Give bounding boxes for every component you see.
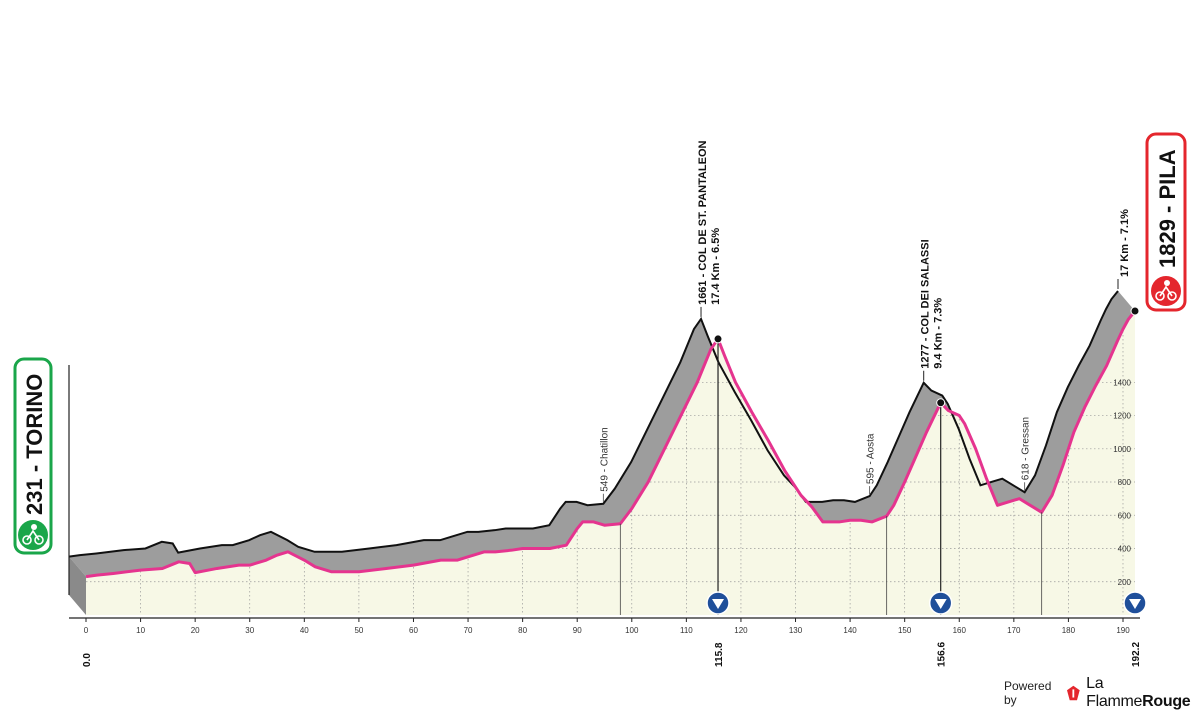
x-tick-label: 90	[573, 626, 582, 635]
km-marker-label: 156.6	[937, 642, 948, 667]
finish-badge: 1829 - PILA	[1145, 132, 1187, 312]
gpm-marker-icon	[706, 591, 730, 615]
x-tick-label: 100	[625, 626, 639, 635]
finish-badge-frame	[1145, 132, 1187, 312]
y-tick-label: 1200	[1113, 412, 1131, 421]
x-tick-label: 180	[1062, 626, 1076, 635]
km-marker-label: 0.0	[82, 653, 93, 667]
start-badge-frame	[13, 357, 53, 555]
flame-logo-icon	[1067, 685, 1081, 701]
x-tick-label: 140	[843, 626, 857, 635]
km-marker-label: 115.8	[714, 642, 725, 667]
x-tick-label: 0	[84, 626, 89, 635]
bike-frame	[26, 529, 40, 541]
place-label: 618 - Gressan	[1021, 417, 1032, 480]
climb-name-label: 1277 - COL DEI SALASSI	[920, 239, 932, 368]
start-badge: 231 - TORINO	[13, 357, 53, 555]
x-tick-label: 190	[1116, 626, 1130, 635]
profile-left-face	[69, 556, 86, 615]
brand-name: La FlammeRouge	[1086, 675, 1200, 711]
start-icon-bg	[18, 520, 48, 550]
climb-stats-label: 17.4 Km - 6.5%	[710, 228, 722, 305]
summit-dot	[713, 334, 723, 344]
bike-rider-head	[31, 524, 37, 530]
y-tick-label: 200	[1118, 578, 1132, 587]
climb-stats-label: 9.4 Km - 7.3%	[933, 298, 945, 369]
start-badge-label: 231 - TORINO	[22, 374, 47, 515]
gpm-arrow	[1129, 599, 1141, 609]
x-tick-label: 150	[898, 626, 912, 635]
brand-light: La Flamme	[1086, 675, 1143, 710]
gpm-marker-icon	[928, 591, 953, 615]
x-tick-label: 170	[1007, 626, 1021, 635]
bike-frame	[1159, 285, 1173, 297]
bike-wheel	[1155, 291, 1165, 301]
x-tick-label: 40	[300, 626, 309, 635]
place-label: 595 - Aosta	[866, 433, 877, 484]
bike-rider-head	[1164, 280, 1170, 286]
powered-by-text: Powered by	[1004, 679, 1052, 707]
y-tick-label: 600	[1118, 511, 1132, 520]
bike-wheel	[34, 535, 44, 545]
gpm-arrow	[712, 599, 725, 609]
x-tick-label: 70	[464, 626, 473, 635]
y-tick-label: 1400	[1113, 378, 1131, 387]
x-tick-label: 80	[518, 626, 527, 635]
x-tick-label: 50	[354, 626, 363, 635]
climb-name-label: 1661 - COL DE ST. PANTALEON	[697, 140, 709, 304]
km-marker-label: 192.2	[1131, 642, 1142, 667]
x-tick-label: 110	[680, 626, 693, 635]
x-tick-label: 60	[409, 626, 418, 635]
summit-dot	[1130, 306, 1140, 316]
place-label: 549 - Chatillon	[599, 427, 610, 491]
bike-wheel	[22, 535, 32, 545]
y-tick-label: 400	[1118, 545, 1132, 554]
climb-stats-label: 17 Km - 7.1%	[1119, 209, 1131, 277]
route-line	[85, 310, 1137, 579]
x-tick-label: 130	[789, 626, 803, 635]
credit-footer: Powered by La FlammeRouge	[1004, 675, 1200, 710]
finish-icon-bg	[1151, 276, 1181, 306]
x-tick-label: 20	[191, 626, 200, 635]
brand-bold: Rouge	[1142, 693, 1191, 710]
y-tick-label: 1000	[1113, 445, 1131, 454]
gpm-arrow	[934, 599, 947, 609]
profile-front-face	[86, 311, 1135, 615]
x-tick-label: 10	[136, 626, 145, 635]
finish-badge-label: 1829 - PILA	[1155, 149, 1180, 268]
x-tick-label: 120	[734, 626, 748, 635]
bike-wheel	[1167, 291, 1177, 301]
profile-shadow-band	[69, 291, 1135, 577]
x-tick-label: 30	[245, 626, 254, 635]
summit-dot	[936, 398, 946, 408]
plot-area: 0 10 20 30 40 50 60 70 80 90 100 110 120 130 140 150 160…	[13, 132, 1187, 667]
y-tick-label: 800	[1118, 478, 1132, 487]
gpm-marker-icon	[1123, 591, 1147, 615]
x-tick-label: 160	[953, 626, 967, 635]
